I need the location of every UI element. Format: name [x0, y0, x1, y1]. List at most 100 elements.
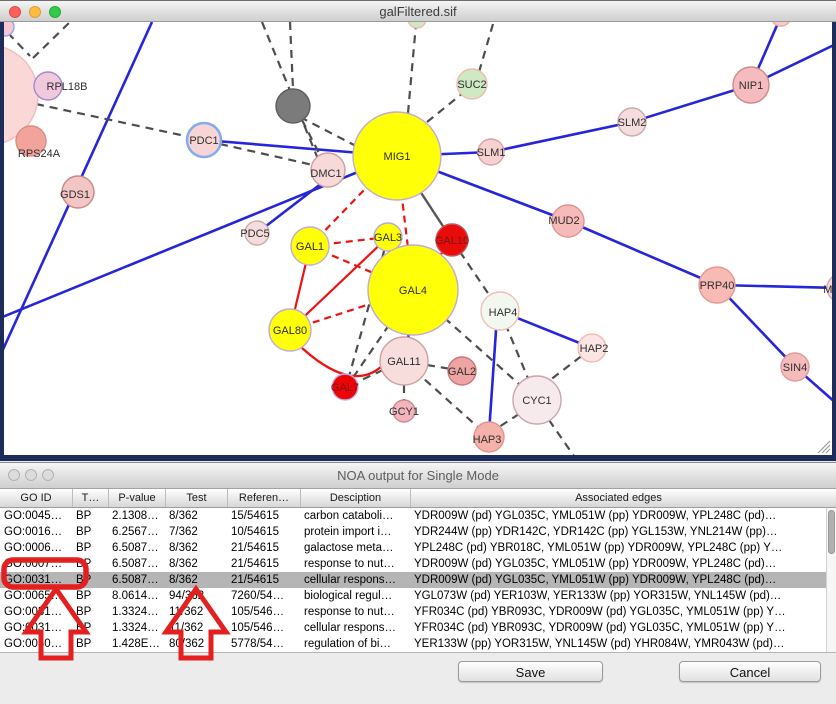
table-row[interactable]: GO:0065… BP 8.0614… 94/362 7260/54… biologica… — [0, 588, 836, 604]
edge-dash[interactable] — [35, 102, 191, 139]
edge-dash[interactable] — [299, 116, 357, 147]
edge-dash[interactable] — [477, 23, 495, 73]
node-slm1[interactable] — [477, 138, 505, 166]
edge-blue[interactable] — [490, 120, 633, 154]
table-cell: 8/362 — [169, 510, 198, 522]
node-gal1[interactable] — [290, 226, 330, 266]
table-cell: 80/362 — [169, 638, 205, 650]
node-suc2[interactable] — [456, 68, 488, 100]
table-row[interactable]: GO:0007… BP 6.5087… 8/362 21/54615 response t… — [0, 556, 836, 572]
node-gal80[interactable] — [268, 308, 312, 352]
node-sin4[interactable] — [780, 352, 810, 382]
node-unnamed-top-pink[interactable] — [771, 22, 791, 27]
column-header-test[interactable]: Test — [165, 489, 227, 507]
table-cell: response to nut… — [304, 558, 395, 570]
node-hap4[interactable] — [480, 291, 520, 331]
network-window: galFiltered.sif RPL18B RPS24A GDS1 PDC1 DMC1… — [0, 0, 836, 461]
node-gcy1[interactable] — [392, 399, 416, 423]
edge-blue[interactable] — [716, 283, 832, 290]
node-rps24a[interactable] — [15, 125, 47, 157]
edge-reddash[interactable] — [289, 288, 414, 332]
table-cell: biological regul… — [304, 590, 393, 602]
node-gds1[interactable] — [61, 175, 95, 209]
column-header-goid[interactable]: GO ID — [20, 492, 52, 504]
node-dmc1[interactable] — [310, 152, 346, 188]
column-header-desciption[interactable]: Desciption — [300, 489, 410, 507]
table-scrollbar-thumb[interactable] — [828, 510, 835, 554]
network-window-titlebar[interactable]: galFiltered.sif — [0, 0, 836, 22]
edge-dash[interactable] — [426, 363, 452, 371]
edge-dash[interactable] — [7, 32, 31, 57]
table-cell: protein import i… — [304, 526, 392, 538]
edge-dash[interactable] — [544, 347, 593, 385]
minimize-button-inactive[interactable] — [25, 469, 37, 481]
zoom-button[interactable] — [49, 6, 61, 18]
edge-blue[interactable] — [567, 219, 718, 287]
node-prp40[interactable] — [698, 266, 736, 304]
node-gal4[interactable] — [367, 244, 459, 336]
column-header-pvalue[interactable]: P-value — [108, 489, 165, 507]
table-cell: YDR244W (pp) YDR142C, YDR142C (pp) YGL15… — [414, 526, 778, 538]
network-canvas[interactable]: RPL18B RPS24A GDS1 PDC1 DMC1 MIG1 SUC2 SLM1 SLM2… — [0, 22, 836, 461]
node-msi[interactable] — [826, 274, 832, 302]
edge-dash[interactable] — [219, 142, 314, 167]
noa-window-titlebar[interactable]: NOA output for Single Mode — [0, 463, 836, 489]
edge-dash[interactable] — [498, 413, 520, 428]
zoom-button-inactive[interactable] — [42, 469, 54, 481]
edge-reddash[interactable] — [309, 155, 398, 247]
edge-dash[interactable] — [548, 419, 576, 455]
edge-dash[interactable] — [301, 119, 322, 158]
node-slm2[interactable] — [617, 107, 647, 137]
table-header: GO ID T… P-value Test Referen… Desciption Asso… — [0, 489, 836, 508]
node-label-pdc5: PDC5 — [240, 228, 269, 240]
column-header-associatededges[interactable]: Associated edges — [410, 489, 826, 507]
node-unnamed-top-green[interactable] — [407, 22, 427, 29]
edge-blue[interactable] — [631, 83, 752, 124]
node-hap3[interactable] — [473, 421, 505, 453]
edge-dash[interactable] — [32, 22, 71, 59]
table-body: GO:0045… BP 2.1308… 8/362 15/54615 carbon cat… — [0, 508, 836, 653]
table-row[interactable]: GO:0031… BP 1.3324… 11/362 105/546… cellular … — [0, 620, 836, 636]
node-unnamed-corner[interactable] — [4, 22, 15, 37]
edge-red[interactable] — [289, 236, 389, 331]
table-row[interactable]: GO:0050… BP 1.428E… 80/362 5778/54… regulatio… — [0, 636, 836, 652]
edge-dash[interactable] — [406, 23, 418, 114]
node-gal2[interactable] — [447, 356, 477, 386]
node-pdc1[interactable] — [185, 121, 223, 159]
node-gal10[interactable] — [435, 223, 469, 257]
minimize-button[interactable] — [29, 6, 41, 18]
table-row[interactable]: GO:0031… BP 6.5087… 8/362 21/54615 cellular r… — [0, 572, 836, 588]
close-button-inactive[interactable] — [8, 469, 20, 481]
table-row[interactable]: GO:0016… BP 6.2567… 7/362 10/54615 protein im… — [0, 524, 836, 540]
table-row[interactable]: GO:0006… BP 6.5087… 8/362 21/54615 galactose … — [0, 540, 836, 556]
column-header-t[interactable]: T… — [72, 489, 108, 507]
save-button[interactable]: Save — [458, 661, 603, 682]
close-button[interactable] — [9, 6, 21, 18]
edge-blue[interactable] — [487, 315, 499, 434]
edge-dash[interactable] — [288, 22, 295, 90]
edge-blue[interactable] — [256, 181, 323, 235]
node-pdc5[interactable] — [244, 220, 270, 246]
table-row[interactable]: GO:0031… BP 1.3324… 11/362 105/546… response … — [0, 604, 836, 620]
node-mig1[interactable] — [352, 111, 442, 201]
resize-grip-icon[interactable] — [817, 440, 831, 454]
table-row[interactable]: GO:0045… BP 2.1308… 8/362 15/54615 carbon cat… — [0, 508, 836, 524]
node-rpl18b[interactable] — [33, 71, 63, 101]
node-unnamed-gray[interactable] — [275, 88, 311, 124]
node-cyc1[interactable] — [512, 375, 562, 425]
node-gal7[interactable] — [331, 373, 359, 401]
node-label-suc2: SUC2 — [457, 79, 486, 91]
node-hap2[interactable] — [577, 333, 607, 363]
edge-dash[interactable] — [354, 369, 384, 384]
table-scrollbar[interactable] — [826, 508, 836, 652]
node-gal11[interactable] — [379, 336, 429, 386]
node-nip1[interactable] — [732, 66, 770, 104]
node-gal3[interactable] — [373, 222, 403, 252]
cancel-button[interactable]: Cancel — [679, 661, 821, 682]
edge-dash[interactable] — [426, 92, 464, 123]
node-mud2[interactable] — [551, 204, 585, 238]
column-header-referen[interactable]: Referen… — [227, 489, 300, 507]
table-cell: cellular respons… — [304, 574, 397, 586]
edge-blue[interactable] — [716, 284, 796, 368]
edge-dash[interactable] — [346, 236, 390, 381]
